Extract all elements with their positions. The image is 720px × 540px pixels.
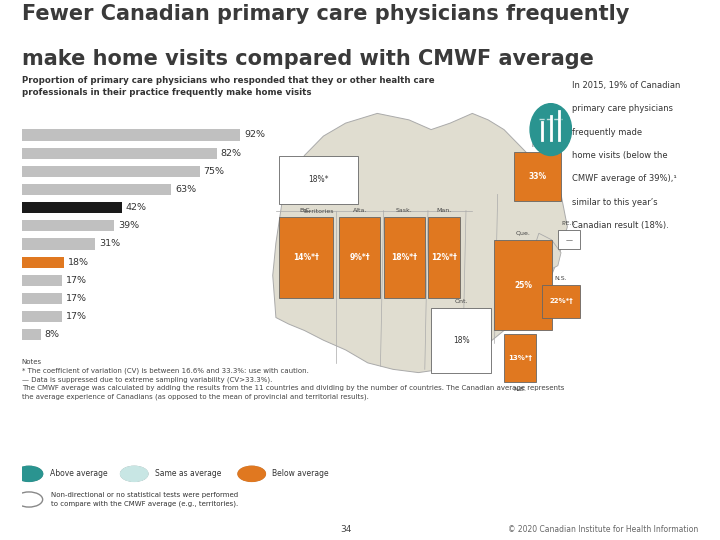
Text: 18%: 18% — [453, 336, 469, 345]
Text: CMWF average of 39%),¹: CMWF average of 39%),¹ — [572, 174, 677, 183]
Text: 14%*†: 14%*† — [293, 253, 319, 262]
Text: 63%: 63% — [175, 185, 196, 194]
Polygon shape — [273, 113, 567, 373]
Bar — [22, 220, 114, 232]
Text: 42%: 42% — [125, 203, 146, 212]
FancyBboxPatch shape — [279, 156, 359, 204]
Bar — [22, 311, 62, 322]
Bar — [22, 130, 240, 140]
Text: Alta.: Alta. — [353, 208, 367, 213]
Text: —: — — [565, 237, 572, 243]
Text: 8%: 8% — [44, 330, 59, 339]
Text: frequently made: frequently made — [572, 127, 642, 137]
Text: Man.: Man. — [436, 208, 451, 213]
Text: primary care physicians: primary care physicians — [572, 104, 673, 113]
FancyBboxPatch shape — [495, 240, 552, 330]
FancyBboxPatch shape — [513, 152, 561, 201]
Bar — [22, 256, 64, 268]
Text: similar to this year’s: similar to this year’s — [572, 198, 658, 207]
Text: Below average: Below average — [272, 469, 329, 478]
Text: 17%: 17% — [66, 312, 86, 321]
Text: Canadian result (18%).: Canadian result (18%). — [572, 221, 669, 230]
Text: Ont.: Ont. — [454, 299, 468, 304]
Text: 9%*†: 9%*† — [349, 253, 370, 262]
Text: 82%: 82% — [220, 148, 241, 158]
Text: P.E.I.: P.E.I. — [562, 221, 576, 226]
Text: © 2020 Canadian Institute for Health Information: © 2020 Canadian Institute for Health Inf… — [508, 525, 698, 534]
Text: In 2015, 19% of Canadian: In 2015, 19% of Canadian — [572, 81, 681, 90]
Bar — [22, 184, 171, 195]
Text: B.C.: B.C. — [300, 208, 312, 213]
Circle shape — [15, 492, 42, 507]
Text: N.B.: N.B. — [513, 387, 526, 392]
Text: 18%*: 18%* — [308, 176, 329, 184]
FancyBboxPatch shape — [428, 217, 459, 298]
Bar — [22, 293, 62, 304]
Text: 39%: 39% — [118, 221, 139, 231]
Circle shape — [238, 466, 266, 482]
Text: 31%: 31% — [99, 239, 120, 248]
Text: Proportion of primary care physicians who responded that they or other health ca: Proportion of primary care physicians wh… — [22, 76, 434, 97]
Circle shape — [530, 104, 572, 156]
FancyBboxPatch shape — [431, 308, 491, 373]
Text: 12%*†: 12%*† — [431, 253, 456, 262]
FancyBboxPatch shape — [279, 217, 333, 298]
Text: Territories: Territories — [303, 209, 334, 214]
Text: Non-directional or no statistical tests were performed
to compare with the CMWF : Non-directional or no statistical tests … — [51, 492, 238, 507]
Text: 34: 34 — [340, 525, 351, 534]
Text: Que.: Que. — [516, 231, 531, 236]
Text: 13%*†: 13%*† — [508, 355, 532, 361]
Text: 22%*†: 22%*† — [549, 298, 573, 305]
Polygon shape — [533, 233, 561, 272]
Text: 18%*†: 18%*† — [391, 253, 417, 262]
FancyBboxPatch shape — [558, 230, 580, 249]
Bar — [22, 275, 62, 286]
FancyBboxPatch shape — [384, 217, 425, 298]
Text: home visits (below the: home visits (below the — [572, 151, 668, 160]
Bar — [22, 238, 95, 249]
Circle shape — [120, 466, 148, 482]
Text: 33%: 33% — [528, 172, 546, 181]
Text: 17%: 17% — [66, 294, 86, 303]
Text: N.L.: N.L. — [531, 144, 544, 149]
Bar — [22, 202, 122, 213]
Text: Fewer Canadian primary care physicians frequently: Fewer Canadian primary care physicians f… — [22, 4, 629, 24]
Bar — [22, 329, 40, 340]
Text: 75%: 75% — [204, 167, 225, 176]
Text: Sask.: Sask. — [396, 208, 413, 213]
Text: 25%: 25% — [514, 281, 532, 289]
Text: N.S.: N.S. — [554, 276, 567, 281]
Bar — [22, 147, 217, 159]
Text: 92%: 92% — [244, 131, 265, 139]
Bar — [22, 166, 200, 177]
Text: Notes
* The coefficient of variation (CV) is between 16.6% and 33.3%: use with c: Notes * The coefficient of variation (CV… — [22, 359, 564, 400]
FancyBboxPatch shape — [542, 285, 580, 318]
FancyBboxPatch shape — [504, 334, 536, 382]
Text: Above average: Above average — [50, 469, 107, 478]
Text: Same as average: Same as average — [155, 469, 221, 478]
FancyBboxPatch shape — [339, 217, 380, 298]
Text: 17%: 17% — [66, 276, 86, 285]
Text: 18%: 18% — [68, 258, 89, 267]
Circle shape — [15, 466, 42, 482]
Text: make home visits compared with CMWF average: make home visits compared with CMWF aver… — [22, 49, 593, 69]
